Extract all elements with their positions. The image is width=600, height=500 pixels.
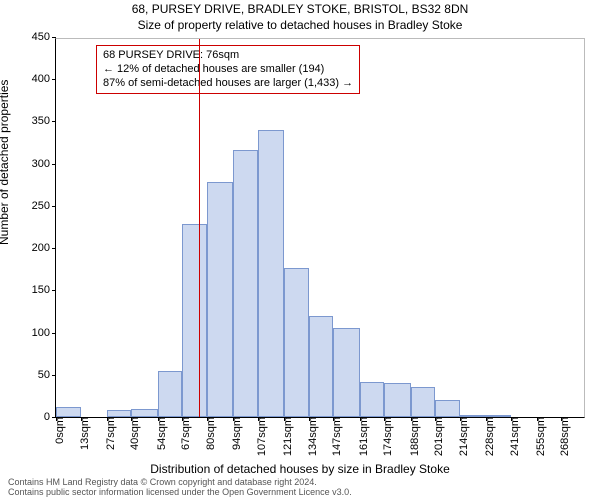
annotation-line1: 68 PURSEY DRIVE: 76sqm <box>103 49 353 63</box>
footer-line2: Contains public sector information licen… <box>8 488 352 498</box>
x-tick-label: 121sqm <box>282 417 294 456</box>
x-tick-label: 214sqm <box>458 417 470 456</box>
x-tick-label: 27sqm <box>105 417 117 450</box>
y-tick-label: 300 <box>32 158 56 170</box>
footer-text: Contains HM Land Registry data © Crown c… <box>8 478 352 498</box>
plot-area: 68 PURSEY DRIVE: 76sqm ← 12% of detached… <box>55 38 585 418</box>
x-tick-label: 40sqm <box>129 417 141 450</box>
y-tick-label: 250 <box>32 200 56 212</box>
x-tick-label: 54sqm <box>156 417 168 450</box>
x-tick-label: 80sqm <box>205 417 217 450</box>
x-tick-label: 94sqm <box>231 417 243 450</box>
histogram-bar <box>384 383 410 417</box>
x-tick-label: 0sqm <box>54 417 66 444</box>
x-tick-label: 201sqm <box>433 417 445 456</box>
x-tick-label: 13sqm <box>79 417 91 450</box>
histogram-bar <box>182 224 207 417</box>
histogram-bar <box>435 400 460 417</box>
histogram-bar <box>207 182 233 417</box>
chart-container: 68, PURSEY DRIVE, BRADLEY STOKE, BRISTOL… <box>0 0 600 500</box>
x-tick-label: 228sqm <box>484 417 496 456</box>
y-axis-label: Number of detached properties <box>0 80 11 245</box>
x-tick-label: 268sqm <box>559 417 571 456</box>
y-tick-label: 150 <box>32 284 56 296</box>
histogram-bar <box>56 407 81 417</box>
histogram-bar <box>107 410 132 417</box>
histogram-bar <box>360 382 385 417</box>
annotation-line3: 87% of semi-detached houses are larger (… <box>103 77 353 91</box>
x-tick-label: 188sqm <box>409 417 421 456</box>
y-tick-label: 200 <box>32 242 56 254</box>
annotation-box: 68 PURSEY DRIVE: 76sqm ← 12% of detached… <box>96 45 360 94</box>
x-tick-label: 147sqm <box>331 417 343 456</box>
y-tick-label: 350 <box>32 115 56 127</box>
annotation-line2: ← 12% of detached houses are smaller (19… <box>103 63 353 77</box>
x-tick-label: 134sqm <box>307 417 319 456</box>
x-tick-label: 241sqm <box>509 417 521 456</box>
chart-title: 68, PURSEY DRIVE, BRADLEY STOKE, BRISTOL… <box>0 2 600 16</box>
x-tick-label: 161sqm <box>358 417 370 456</box>
histogram-bar <box>258 130 284 417</box>
y-tick-label: 100 <box>32 327 56 339</box>
y-tick-label: 400 <box>32 73 56 85</box>
x-tick-label: 255sqm <box>535 417 547 456</box>
histogram-bar <box>158 371 183 417</box>
x-tick-label: 107sqm <box>256 417 268 456</box>
y-tick-label: 450 <box>32 31 56 43</box>
reference-line <box>199 39 200 417</box>
histogram-bar <box>284 268 309 417</box>
y-tick-label: 50 <box>38 369 56 381</box>
x-axis-label: Distribution of detached houses by size … <box>0 462 600 476</box>
histogram-bar <box>131 409 157 417</box>
histogram-bar <box>333 328 359 417</box>
x-tick-label: 174sqm <box>382 417 394 456</box>
histogram-bar <box>309 316 334 417</box>
histogram-bar <box>233 150 258 417</box>
histogram-bar <box>411 387 436 417</box>
chart-subtitle: Size of property relative to detached ho… <box>0 18 600 32</box>
x-tick-label: 67sqm <box>180 417 192 450</box>
